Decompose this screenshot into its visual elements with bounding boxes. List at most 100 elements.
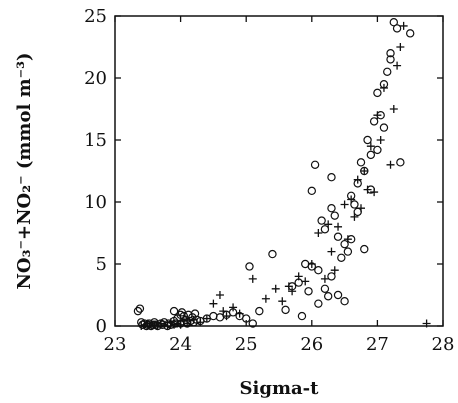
circle-point (310, 160, 320, 169)
x-tick-label: 23 (104, 334, 127, 355)
axis-ticks: 23 24 25 26 27 28 0 5 10 15 20 25 (84, 6, 454, 355)
data-points (133, 18, 431, 331)
circle-point (366, 150, 376, 160)
plus-point (278, 297, 287, 306)
plus-point (343, 235, 352, 244)
circle-point (320, 225, 330, 234)
circle-point (209, 311, 218, 321)
circle-point (327, 203, 336, 213)
x-axis-label: Sigma-t (240, 378, 320, 399)
circle-point (333, 290, 343, 300)
plus-point (366, 142, 375, 151)
circle-point (135, 304, 145, 313)
plus-point (229, 303, 238, 312)
y-tick-label: 0 (96, 316, 107, 337)
plus-point (320, 274, 329, 283)
x-tick-label: 27 (366, 334, 389, 355)
circle-point (333, 232, 343, 241)
plus-point (284, 282, 293, 291)
circle-point (386, 55, 395, 64)
plus-point (215, 291, 224, 299)
circle-point (356, 158, 366, 167)
plus-point (202, 314, 211, 323)
circle-point (330, 211, 339, 220)
plus-point (189, 315, 198, 324)
circle-point (373, 145, 382, 155)
plus-point (389, 105, 398, 113)
circle-point (320, 284, 330, 293)
circle-point (337, 253, 346, 262)
circle-point (353, 207, 362, 217)
circle-point (297, 311, 307, 321)
plus-point (350, 212, 359, 221)
circle-point (327, 172, 336, 182)
plus-point (301, 277, 310, 286)
circle-point (245, 262, 254, 271)
circle-point (379, 123, 389, 132)
y-tick-label: 15 (84, 130, 107, 151)
plus-point (357, 204, 365, 213)
x-tick-label: 26 (300, 334, 323, 355)
plus-point (209, 299, 218, 308)
plus-point (373, 111, 382, 120)
x-tick-label: 28 (432, 334, 455, 355)
y-tick-label: 10 (84, 192, 107, 213)
circle-point (307, 186, 316, 196)
circle-point (314, 299, 323, 308)
plus-point (314, 229, 323, 237)
x-tick-label: 25 (235, 334, 258, 355)
circle-point (373, 88, 382, 98)
plus-point (271, 284, 280, 293)
circle-point (281, 305, 290, 315)
circle-point (406, 29, 415, 38)
circle-point (176, 310, 185, 320)
plus-point (327, 247, 336, 256)
circle-point (324, 292, 333, 301)
plus-point (219, 307, 228, 316)
y-tick-label: 5 (96, 254, 107, 275)
plus-point (360, 167, 369, 175)
circle-point (248, 319, 257, 328)
plus-point (363, 185, 372, 194)
plus-point (235, 309, 244, 318)
plot-frame (114, 15, 444, 327)
plus-point (399, 21, 408, 30)
circle-point (340, 297, 349, 306)
circle-point (343, 247, 353, 256)
y-axis-label: NO₃⁻+NO₂⁻ (mmol m⁻³) (14, 52, 35, 289)
circle-point (241, 314, 251, 323)
circle-point (268, 249, 277, 259)
plus-point (196, 318, 205, 327)
plus-point (396, 43, 405, 51)
plus-point (370, 188, 379, 197)
circle-point (386, 49, 395, 58)
circle-point (363, 135, 372, 145)
circle-point (133, 306, 143, 316)
plus-point (288, 287, 297, 296)
x-tick-label: 24 (169, 334, 192, 355)
circle-point (392, 24, 402, 33)
circle-point (327, 272, 336, 281)
plus-point (379, 83, 388, 92)
circle-point (314, 266, 323, 275)
plus-point (294, 272, 303, 281)
plus-point (340, 200, 349, 209)
plus-point (386, 160, 395, 169)
circle-point (164, 319, 173, 328)
circle-point (383, 67, 392, 77)
plus-point (248, 274, 257, 283)
circle-point (255, 306, 264, 316)
circle-point (169, 306, 179, 316)
plus-point (376, 136, 385, 144)
circle-point (304, 287, 313, 296)
plus-point (347, 195, 356, 204)
plus-point (330, 266, 339, 275)
y-tick-label: 20 (84, 68, 107, 89)
circle-point (340, 239, 349, 249)
plus-point (261, 294, 270, 303)
y-tick-label: 25 (84, 6, 107, 27)
plus-point (334, 222, 343, 231)
plus-point (222, 312, 231, 321)
circle-point (360, 244, 369, 254)
